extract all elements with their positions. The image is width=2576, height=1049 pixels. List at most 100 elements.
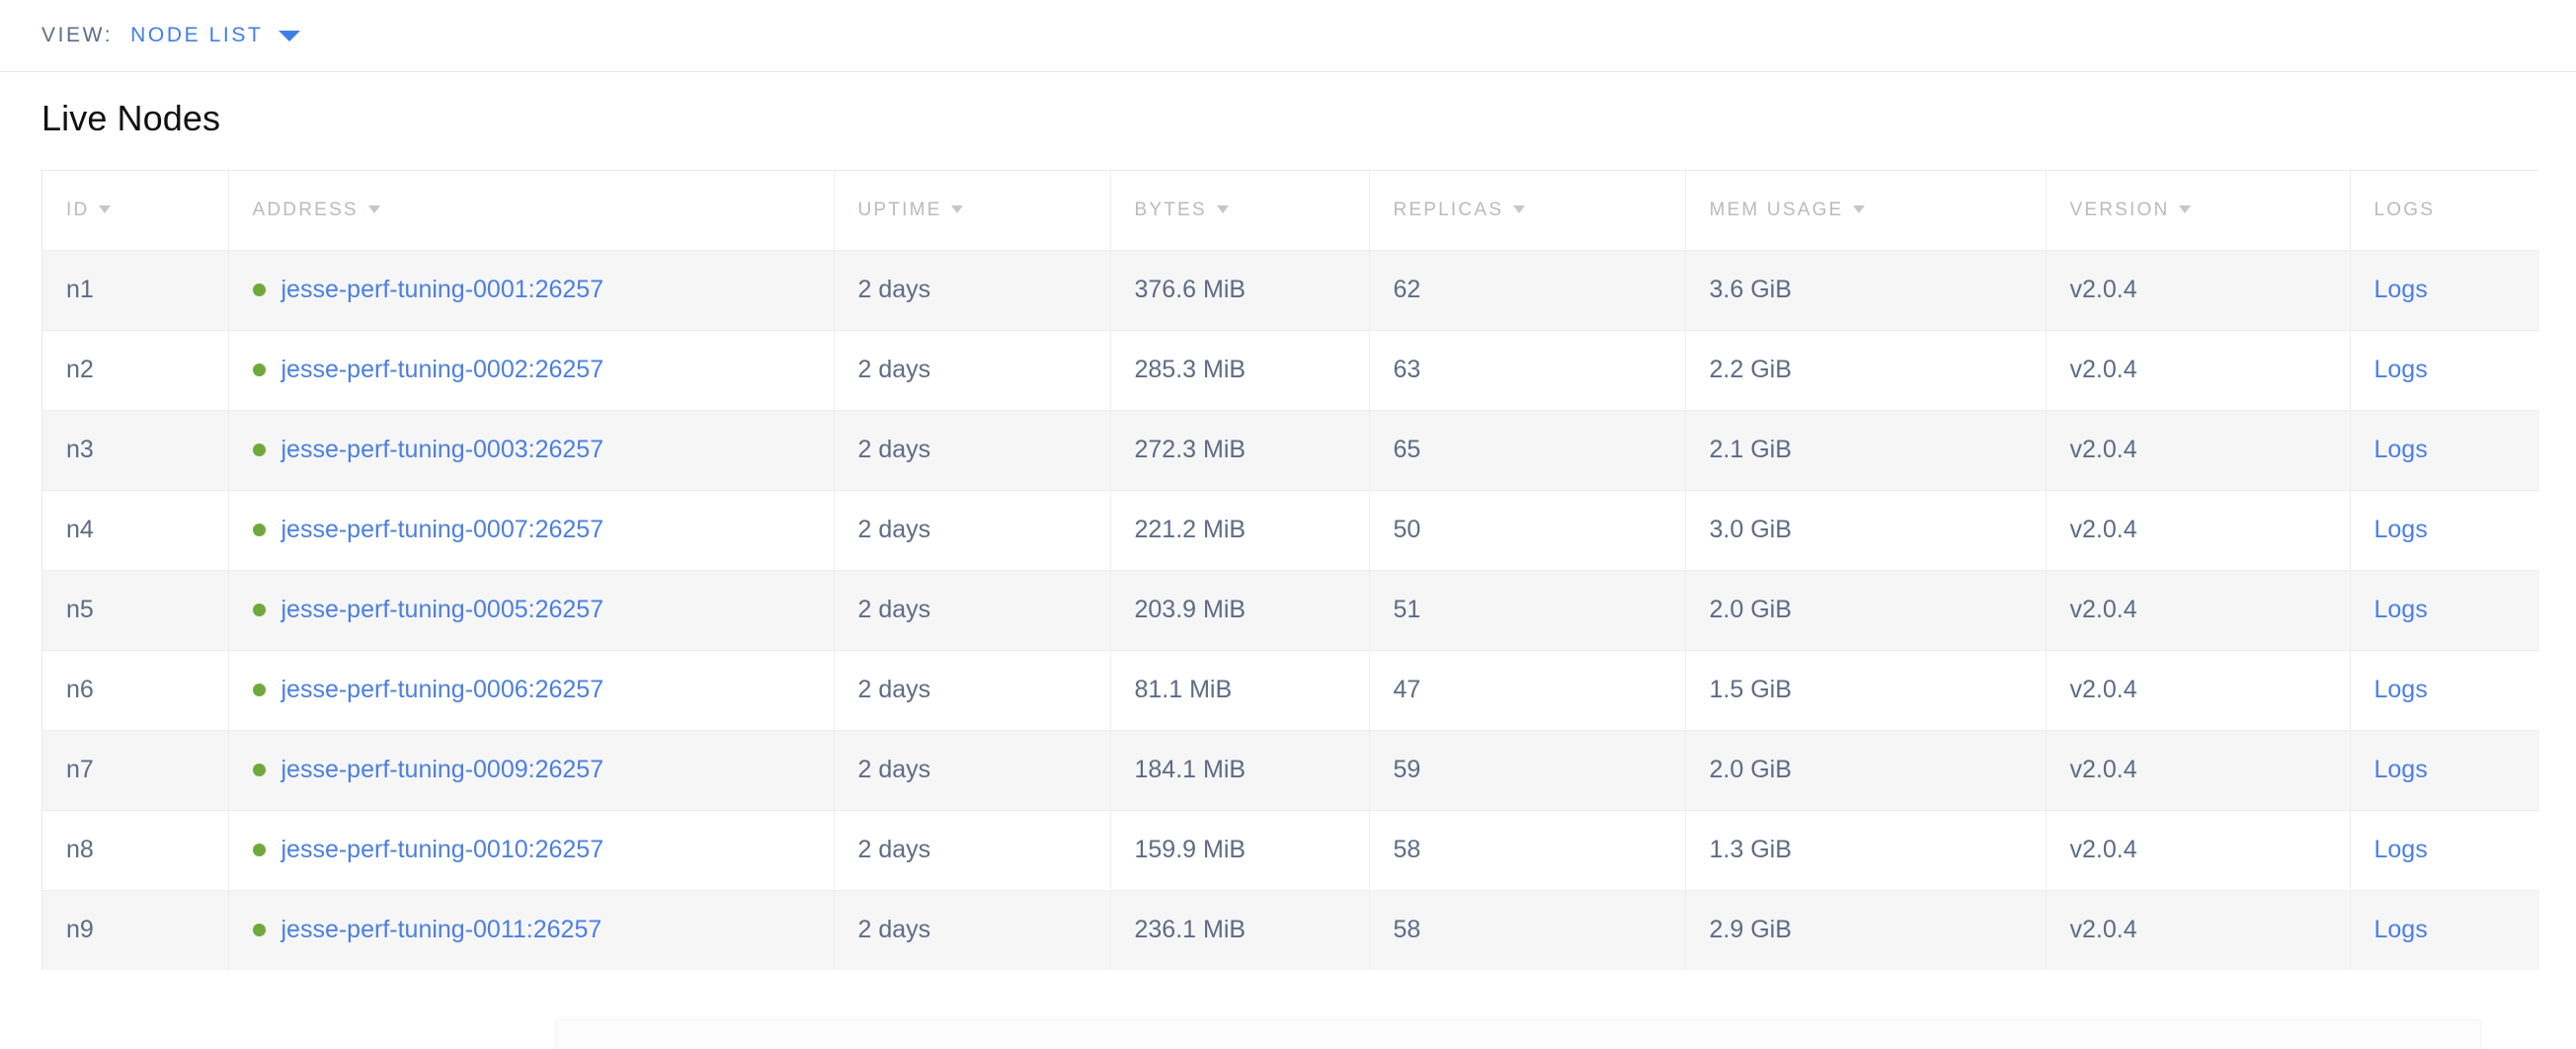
node-address-link[interactable]: jesse-perf-tuning-0003:26257 bbox=[281, 436, 604, 463]
node-version-cell: v2.0.4 bbox=[2046, 329, 2351, 410]
column-header-replicas[interactable]: REPLICAS bbox=[1369, 171, 1686, 250]
node-id: n8 bbox=[66, 836, 94, 863]
node-bytes-cell: 159.9 MiB bbox=[1110, 809, 1370, 890]
node-id: n6 bbox=[66, 676, 94, 703]
node-uptime-cell: 2 days bbox=[834, 249, 1111, 330]
table-row: n6 jesse-perf-tuning-0006:26257 2 days 81.1… bbox=[42, 649, 2539, 730]
node-address-link[interactable]: jesse-perf-tuning-0010:26257 bbox=[281, 836, 604, 863]
node-logs-cell: Logs bbox=[2350, 569, 2539, 650]
node-replicas-cell: 62 bbox=[1369, 249, 1686, 330]
table-row: n5 jesse-perf-tuning-0005:26257 2 days 203.… bbox=[42, 569, 2539, 650]
node-replicas-cell: 50 bbox=[1369, 489, 1686, 570]
column-header-uptime[interactable]: UPTIME bbox=[834, 171, 1111, 250]
node-address-link[interactable]: jesse-perf-tuning-0005:26257 bbox=[281, 596, 604, 623]
node-mem-usage-cell: 2.9 GiB bbox=[1685, 889, 2047, 970]
node-uptime-cell: 2 days bbox=[834, 809, 1111, 890]
node-mem-usage-cell: 1.3 GiB bbox=[1685, 809, 2047, 890]
node-address-link[interactable]: jesse-perf-tuning-0007:26257 bbox=[281, 516, 604, 543]
status-live-dot-icon bbox=[252, 283, 266, 296]
node-logs-cell: Logs bbox=[2350, 649, 2539, 730]
node-replicas-cell: 58 bbox=[1369, 809, 1686, 890]
node-id-cell: n5 bbox=[42, 569, 229, 650]
node-logs-link[interactable]: Logs bbox=[2374, 596, 2428, 623]
node-logs-cell: Logs bbox=[2350, 329, 2539, 410]
node-id-cell: n6 bbox=[42, 649, 229, 730]
sort-caret-icon bbox=[367, 204, 380, 213]
node-logs-cell: Logs bbox=[2350, 409, 2539, 490]
node-logs-link[interactable]: Logs bbox=[2374, 836, 2428, 863]
node-version-cell: v2.0.4 bbox=[2046, 649, 2351, 730]
node-logs-link[interactable]: Logs bbox=[2374, 916, 2428, 943]
node-address-cell: jesse-perf-tuning-0005:26257 bbox=[228, 569, 835, 650]
view-bar: VIEW: NODE LIST bbox=[0, 0, 2576, 72]
node-replicas-cell: 63 bbox=[1369, 329, 1686, 410]
node-address-cell: jesse-perf-tuning-0001:26257 bbox=[228, 249, 835, 330]
table-row: n7 jesse-perf-tuning-0009:26257 2 days 184.… bbox=[42, 729, 2539, 810]
node-id: n9 bbox=[66, 916, 94, 943]
column-header-label: UPTIME bbox=[857, 199, 942, 220]
node-address-link[interactable]: jesse-perf-tuning-0002:26257 bbox=[281, 356, 604, 383]
sort-caret-icon bbox=[99, 204, 112, 213]
node-mem-usage-cell: 2.2 GiB bbox=[1685, 329, 2047, 410]
status-live-dot-icon bbox=[252, 444, 266, 456]
node-bytes-cell: 376.6 MiB bbox=[1110, 249, 1370, 330]
table-header: ID ADDRESS UPTIME BYTES REPLICAS MEM USA… bbox=[42, 171, 2539, 250]
status-live-dot-icon bbox=[252, 604, 266, 616]
column-header-bytes[interactable]: BYTES bbox=[1110, 171, 1370, 250]
node-bytes-cell: 285.3 MiB bbox=[1110, 329, 1370, 410]
node-address-link[interactable]: jesse-perf-tuning-0001:26257 bbox=[281, 276, 604, 303]
node-id-cell: n4 bbox=[42, 489, 229, 570]
column-header-label: LOGS bbox=[2374, 199, 2436, 220]
status-live-dot-icon bbox=[252, 363, 266, 376]
node-version-cell: v2.0.4 bbox=[2046, 249, 2351, 330]
node-logs-cell: Logs bbox=[2350, 249, 2539, 330]
sort-caret-icon bbox=[1513, 204, 1526, 213]
node-logs-link[interactable]: Logs bbox=[2374, 356, 2428, 383]
node-uptime-cell: 2 days bbox=[834, 569, 1111, 650]
node-address-cell: jesse-perf-tuning-0002:26257 bbox=[228, 329, 835, 410]
node-id: n7 bbox=[66, 756, 94, 783]
status-live-dot-icon bbox=[252, 844, 266, 856]
column-header-label: REPLICAS bbox=[1393, 199, 1504, 220]
node-id-cell: n8 bbox=[42, 809, 229, 890]
node-logs-cell: Logs bbox=[2350, 489, 2539, 570]
node-mem-usage-cell: 1.5 GiB bbox=[1685, 649, 2047, 730]
node-bytes-cell: 184.1 MiB bbox=[1110, 729, 1370, 810]
node-uptime-cell: 2 days bbox=[834, 649, 1111, 730]
page-title: Live Nodes bbox=[41, 98, 221, 138]
node-replicas-cell: 59 bbox=[1369, 729, 1686, 810]
column-header-version[interactable]: VERSION bbox=[2046, 171, 2351, 250]
node-address-cell: jesse-perf-tuning-0006:26257 bbox=[228, 649, 835, 730]
node-mem-usage-cell: 2.1 GiB bbox=[1685, 409, 2047, 490]
node-address-link[interactable]: jesse-perf-tuning-0006:26257 bbox=[281, 676, 604, 703]
node-address-link[interactable]: jesse-perf-tuning-0011:26257 bbox=[281, 916, 603, 943]
node-logs-link[interactable]: Logs bbox=[2374, 676, 2428, 703]
column-header-mem-usage[interactable]: MEM USAGE bbox=[1685, 171, 2047, 250]
sort-caret-icon bbox=[951, 204, 964, 213]
node-bytes-cell: 221.2 MiB bbox=[1110, 489, 1370, 570]
node-address-link[interactable]: jesse-perf-tuning-0009:26257 bbox=[281, 756, 604, 783]
node-uptime-cell: 2 days bbox=[834, 329, 1111, 410]
node-replicas-cell: 47 bbox=[1369, 649, 1686, 730]
node-id-cell: n7 bbox=[42, 729, 229, 810]
node-logs-link[interactable]: Logs bbox=[2374, 756, 2428, 783]
node-version-cell: v2.0.4 bbox=[2046, 809, 2351, 890]
node-logs-cell: Logs bbox=[2350, 729, 2539, 810]
node-logs-cell: Logs bbox=[2350, 809, 2539, 890]
table-row: n4 jesse-perf-tuning-0007:26257 2 days 221.… bbox=[42, 489, 2539, 570]
node-id: n5 bbox=[66, 596, 94, 623]
view-selector-value[interactable]: NODE LIST bbox=[130, 24, 264, 46]
node-uptime-cell: 2 days bbox=[834, 729, 1111, 810]
node-version-cell: v2.0.4 bbox=[2046, 889, 2351, 970]
column-header-label: MEM USAGE bbox=[1709, 199, 1844, 220]
node-mem-usage-cell: 3.0 GiB bbox=[1685, 489, 2047, 570]
column-header-address[interactable]: ADDRESS bbox=[228, 171, 835, 250]
node-logs-link[interactable]: Logs bbox=[2374, 276, 2428, 303]
node-logs-link[interactable]: Logs bbox=[2374, 436, 2428, 463]
status-live-dot-icon bbox=[252, 524, 266, 536]
node-version-cell: v2.0.4 bbox=[2046, 569, 2351, 650]
status-live-dot-icon bbox=[252, 764, 266, 776]
chevron-down-icon[interactable] bbox=[279, 30, 301, 41]
node-logs-link[interactable]: Logs bbox=[2374, 516, 2428, 543]
column-header-id[interactable]: ID bbox=[42, 171, 229, 250]
